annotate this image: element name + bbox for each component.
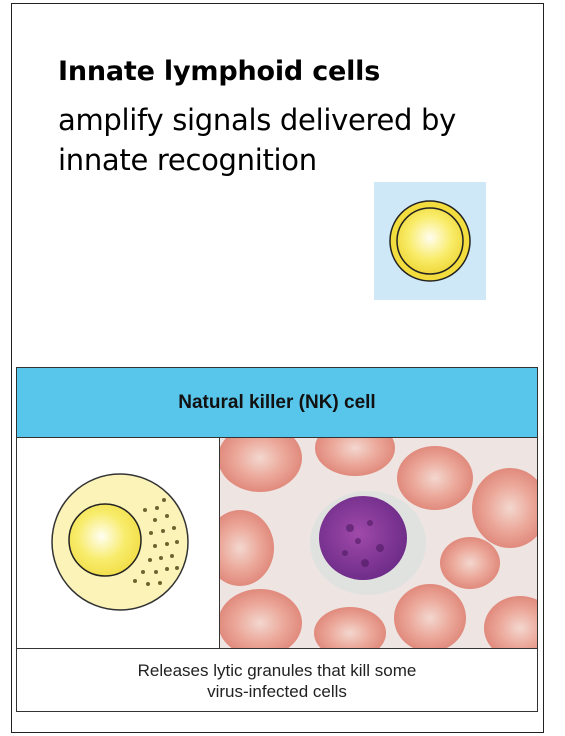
- panel-caption: Releases lytic granules that kill some v…: [137, 660, 417, 701]
- panel-caption-box: Releases lytic granules that kill some v…: [17, 648, 537, 712]
- micrograph-image: [220, 438, 537, 648]
- lymphocyte-icon: [389, 200, 471, 282]
- nk-cell-granules-icon: [51, 473, 189, 611]
- small-cell-panel: [374, 182, 486, 300]
- panel-header-label: Natural killer (NK) cell: [178, 391, 376, 413]
- nk-cell-micrograph: [220, 438, 537, 648]
- panel-header: Natural killer (NK) cell: [17, 368, 537, 438]
- slide-title: Innate lymphoid cells: [58, 56, 381, 87]
- nk-cell-diagram: [17, 438, 220, 648]
- nk-cell-panel: Natural killer (NK) cell: [16, 367, 538, 712]
- slide-subtitle: amplify signals delivered by innate reco…: [58, 103, 457, 177]
